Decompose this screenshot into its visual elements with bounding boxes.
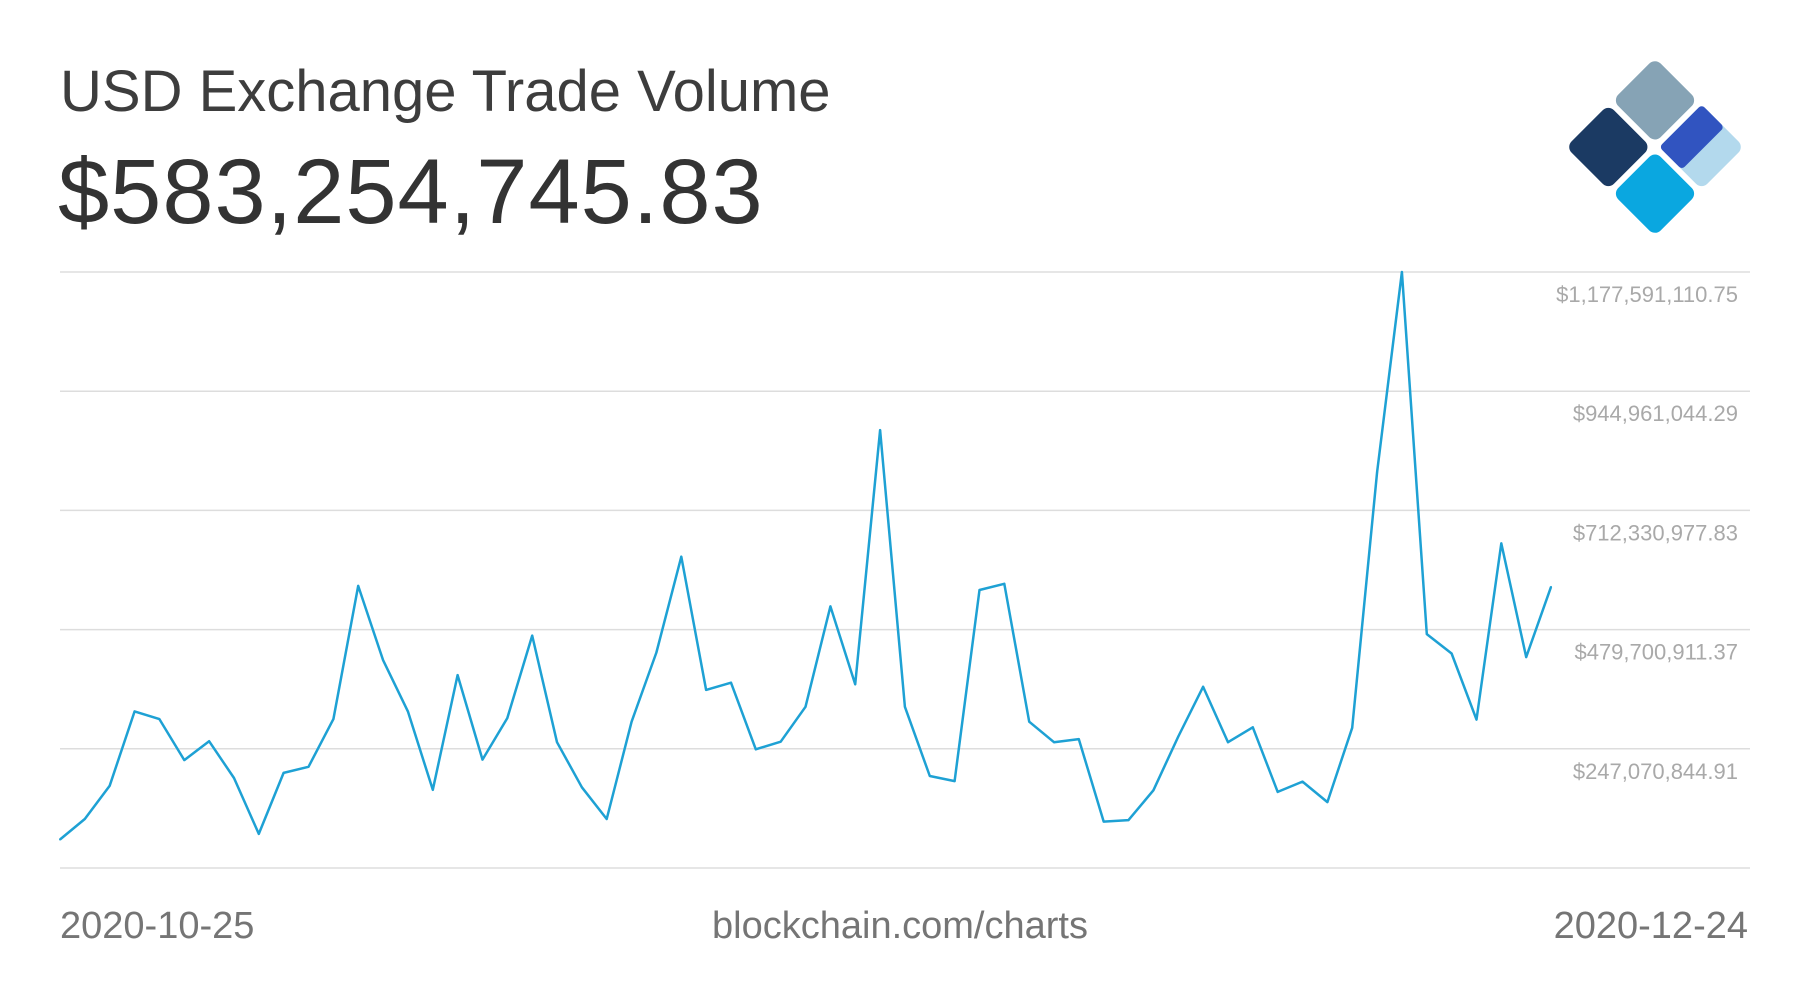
data-point	[1202, 685, 1205, 688]
data-point	[903, 705, 906, 708]
data-point	[779, 740, 782, 743]
data-point	[1152, 789, 1155, 792]
data-point	[1102, 820, 1105, 823]
data-point	[854, 683, 857, 686]
data-point	[307, 765, 310, 768]
y-tick-label: $712,330,977.83	[1573, 520, 1738, 545]
series-points	[59, 271, 1552, 841]
gridlines	[60, 271, 1750, 869]
data-point	[208, 740, 211, 743]
data-point	[978, 589, 981, 591]
data-point	[1077, 738, 1080, 741]
data-point	[680, 555, 683, 558]
data-point	[531, 634, 534, 637]
data-point	[1053, 741, 1055, 744]
data-point	[431, 788, 434, 791]
y-axis-labels: $1,177,591,110.75 $944,961,044.29 $712,330…	[1556, 282, 1738, 784]
data-point	[804, 705, 807, 708]
data-point	[183, 759, 186, 762]
data-point	[879, 429, 882, 432]
data-point	[1227, 741, 1229, 744]
data-point	[1251, 726, 1254, 729]
data-point	[1028, 720, 1031, 723]
x-end-date: 2020-12-24	[1553, 905, 1748, 947]
data-point	[1177, 735, 1180, 738]
y-tick-label: $247,070,844.91	[1573, 759, 1738, 784]
data-point	[556, 741, 558, 744]
current-value: $583,254,745.83	[58, 141, 764, 243]
logo-tile-left	[1569, 107, 1648, 187]
data-point	[282, 771, 285, 774]
data-point	[233, 777, 235, 779]
data-point	[158, 718, 161, 721]
data-point	[1400, 271, 1403, 273]
data-point	[1127, 819, 1130, 822]
y-tick-label: $944,961,044.29	[1573, 401, 1738, 426]
x-start-date: 2020-10-25	[60, 905, 255, 947]
logo-tile-center	[1660, 106, 1723, 168]
data-point	[1425, 633, 1428, 636]
data-point	[83, 818, 86, 820]
data-point	[1550, 585, 1552, 588]
data-point	[829, 605, 832, 608]
data-point	[1500, 542, 1503, 545]
source-label: blockchain.com/charts	[712, 905, 1088, 947]
data-point	[1351, 726, 1354, 729]
data-point	[1276, 790, 1279, 793]
data-point	[382, 659, 385, 662]
data-point	[332, 718, 335, 721]
data-point	[605, 818, 608, 820]
y-tick-label: $1,177,591,110.75	[1556, 282, 1738, 307]
data-point	[580, 786, 583, 789]
data-point	[730, 681, 732, 684]
data-point	[1326, 801, 1329, 804]
chart-title: USD Exchange Trade Volume	[60, 59, 831, 124]
data-point	[1450, 652, 1453, 655]
data-point	[754, 748, 757, 751]
data-point	[928, 775, 931, 777]
data-point	[1525, 656, 1528, 659]
series-line	[59, 270, 1553, 841]
data-point	[59, 838, 61, 841]
data-point	[655, 651, 658, 654]
data-point	[1475, 718, 1478, 721]
data-point	[705, 688, 708, 691]
y-tick-label: $479,700,911.37	[1574, 640, 1738, 665]
data-point	[953, 780, 956, 783]
data-point	[108, 784, 111, 787]
data-point	[257, 832, 260, 835]
data-point	[133, 710, 136, 713]
data-point	[630, 720, 633, 723]
data-point	[456, 674, 459, 677]
logo-tile-top	[1615, 61, 1695, 140]
data-point	[1376, 471, 1379, 474]
data-point	[1301, 780, 1304, 783]
data-point	[481, 758, 484, 761]
blockchain-diamond-logo	[1569, 61, 1741, 233]
data-point	[1003, 582, 1006, 585]
logo-tile-bottom	[1615, 154, 1695, 233]
data-point	[357, 584, 360, 587]
data-point	[506, 717, 509, 720]
data-point	[406, 710, 409, 713]
